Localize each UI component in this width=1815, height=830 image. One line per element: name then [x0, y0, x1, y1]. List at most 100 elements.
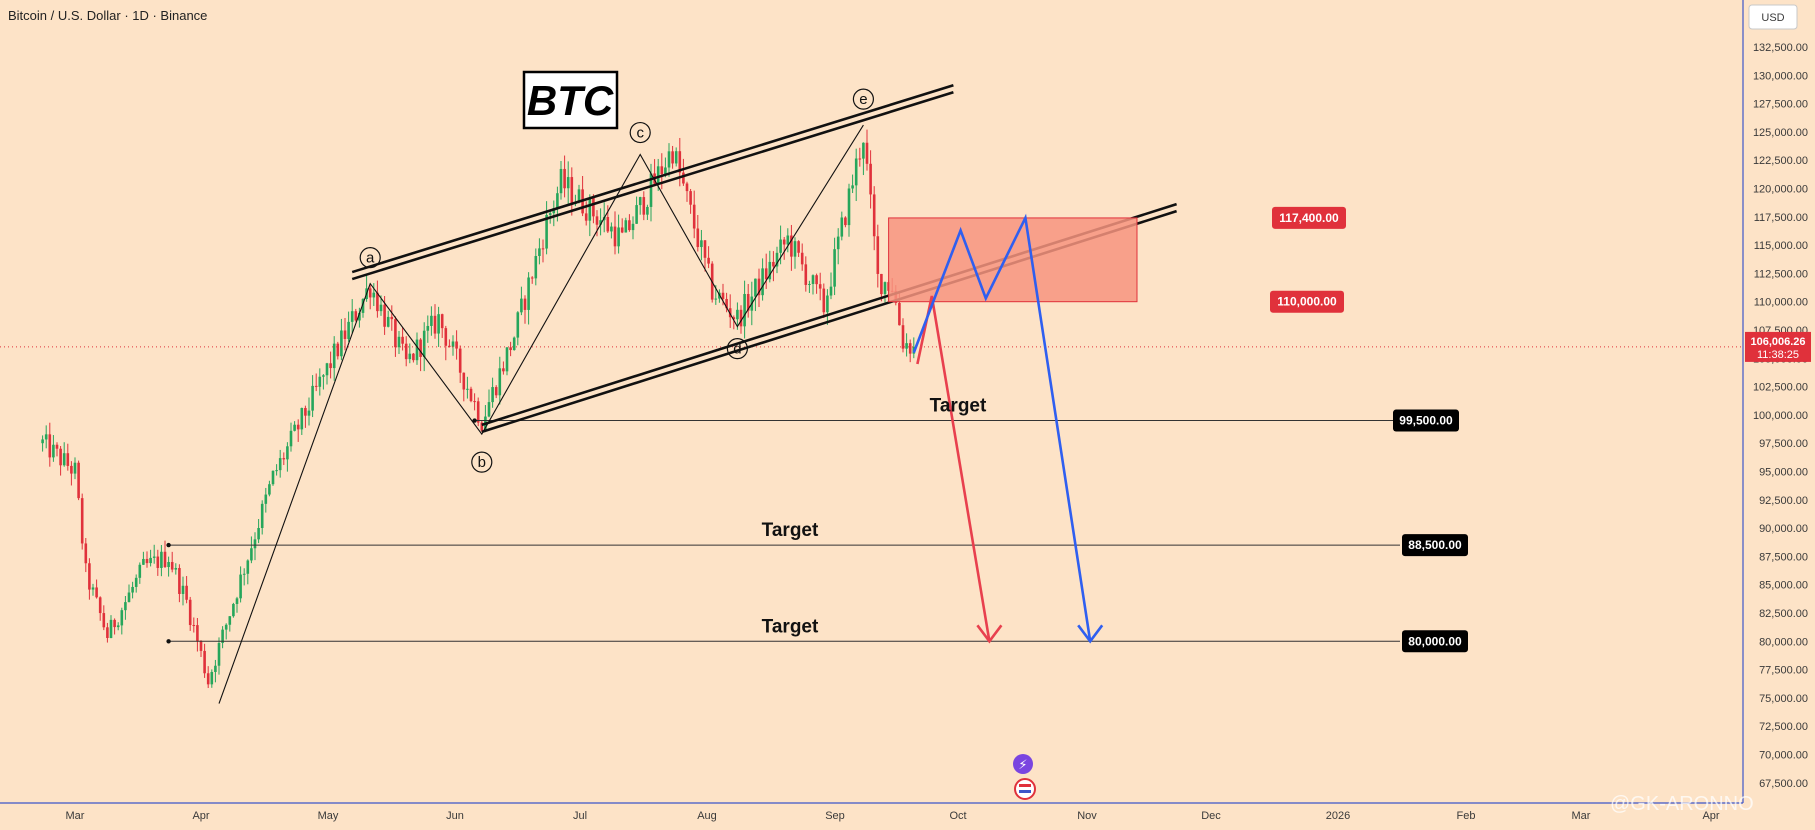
- candle: [109, 615, 113, 639]
- candle: [142, 551, 145, 565]
- candle: [829, 272, 833, 300]
- candle: [152, 544, 156, 564]
- wave-label-d: d: [726, 338, 749, 360]
- candle: [793, 237, 797, 269]
- candle: [275, 464, 278, 476]
- candle: [318, 368, 322, 396]
- y-tick-label: 117,500.00: [1754, 212, 1808, 224]
- candle: [350, 299, 354, 334]
- candle-body: [199, 641, 203, 651]
- candle-body: [116, 625, 120, 628]
- candle: [311, 375, 314, 418]
- candle: [250, 536, 253, 564]
- candle-body: [876, 236, 880, 274]
- target-label: Target: [762, 520, 819, 541]
- candle: [358, 307, 361, 328]
- candle-body: [253, 539, 257, 549]
- channel-upper-line-1[interactable]: [351, 91, 954, 281]
- zone-price-tag-bg: [1272, 206, 1346, 229]
- event-icon-us-flag[interactable]: [1014, 778, 1036, 800]
- time-axis[interactable]: Mar Apr May Jun Jul Aug Sep Oct Nov Dec 2026 Feb Mar…: [0, 802, 1743, 822]
- candle-body: [124, 602, 127, 611]
- candle-body: [800, 252, 804, 265]
- watermark: @GK-ARONNO: [1610, 793, 1754, 815]
- candle-body: [674, 151, 678, 164]
- candle-body: [714, 298, 718, 300]
- y-tick-label: 82,500.00: [1759, 608, 1808, 620]
- candle-body: [811, 275, 815, 284]
- candle-body: [282, 458, 286, 460]
- target-price-tag-bg: [1402, 534, 1468, 557]
- candle: [440, 313, 444, 338]
- candle: [41, 435, 44, 452]
- candle: [530, 276, 534, 284]
- wave-path[interactable]: [218, 124, 864, 704]
- candle: [419, 338, 422, 372]
- candle: [505, 347, 509, 376]
- candle: [145, 551, 149, 568]
- candle-body: [131, 586, 134, 593]
- y-tick-label: 110,000.00: [1754, 297, 1808, 309]
- candle-body: [170, 561, 174, 570]
- current-price-value: 106,006.26: [1750, 336, 1805, 348]
- candle-body: [196, 625, 199, 642]
- candle: [707, 246, 710, 269]
- y-tick-label: 90,000.00: [1759, 523, 1808, 535]
- currency-button-label: USD: [1761, 12, 1784, 24]
- resistance-zone[interactable]: [888, 217, 1138, 303]
- wave-label-circle: [471, 451, 493, 473]
- candle-body: [509, 347, 512, 351]
- projection-blue-path[interactable]: [912, 213, 1092, 642]
- candle: [869, 150, 872, 209]
- candle-body: [185, 585, 188, 600]
- candle: [854, 148, 858, 202]
- channel-upper-line-2[interactable]: [351, 84, 954, 274]
- candle-body: [66, 453, 70, 466]
- candle-body: [91, 587, 95, 590]
- wave-label-text: d: [733, 341, 741, 358]
- candle: [872, 186, 876, 251]
- candle-body: [156, 556, 160, 568]
- y-tick-label: 102,500.00: [1753, 382, 1808, 394]
- candle-body: [178, 567, 181, 594]
- candle-body: [707, 257, 710, 264]
- btc-annotation[interactable]: BTC: [522, 70, 619, 130]
- candle-body: [700, 240, 703, 248]
- candle: [264, 487, 268, 513]
- candle: [480, 420, 484, 433]
- candle-body: [304, 408, 307, 416]
- candle: [768, 250, 772, 283]
- candle: [818, 272, 822, 301]
- price-axis[interactable]: 132,500.00 130,000.00 127,500.00 125,000.00…: [1742, 0, 1815, 830]
- candle: [91, 583, 95, 596]
- candle: [520, 286, 523, 316]
- candle: [700, 229, 703, 261]
- event-icon-flash[interactable]: ⚡: [1013, 754, 1033, 774]
- candle-body: [667, 151, 671, 168]
- target-price-tag-bg: [1393, 409, 1459, 432]
- target-price-tag: 99,500.00: [1393, 409, 1459, 432]
- candle-body: [743, 293, 746, 327]
- candle-body: [448, 345, 451, 347]
- wave-label-text: c: [636, 125, 644, 142]
- candle-body: [844, 217, 847, 226]
- candle: [847, 183, 851, 237]
- candle-body: [487, 402, 491, 417]
- y-tick-label: 80,000.00: [1759, 636, 1808, 648]
- candle-body: [239, 574, 242, 599]
- candle: [70, 461, 73, 486]
- candle-body: [84, 543, 88, 564]
- x-tick-label: May: [318, 810, 339, 822]
- candle: [692, 190, 696, 239]
- candle-body: [192, 625, 196, 627]
- candle-body: [358, 312, 361, 321]
- candle-body: [520, 298, 523, 313]
- candle: [836, 228, 840, 265]
- candle-body: [685, 183, 689, 192]
- currency-button[interactable]: USD: [1748, 4, 1798, 30]
- projection-red-path[interactable]: [916, 295, 991, 642]
- candle: [858, 147, 862, 167]
- candle-body: [440, 314, 444, 329]
